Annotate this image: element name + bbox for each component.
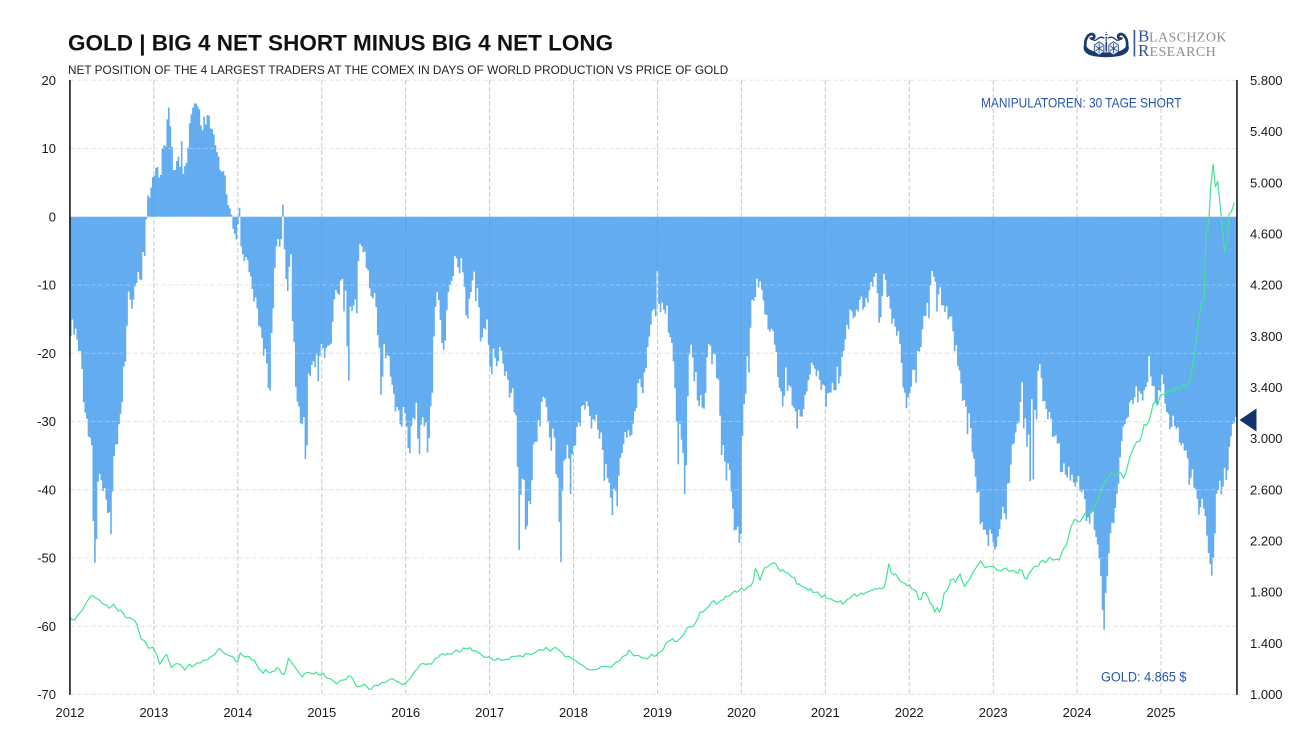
svg-text:2024: 2024: [1063, 705, 1092, 720]
svg-text:10: 10: [42, 141, 56, 156]
svg-text:-30: -30: [37, 414, 56, 429]
svg-text:2017: 2017: [475, 705, 504, 720]
svg-text:3.800: 3.800: [1250, 329, 1283, 344]
svg-text:2020: 2020: [727, 705, 756, 720]
svg-text:2021: 2021: [811, 705, 840, 720]
svg-text:2.200: 2.200: [1250, 534, 1283, 549]
svg-text:3.400: 3.400: [1250, 380, 1283, 395]
svg-text:2022: 2022: [895, 705, 924, 720]
svg-text:ESEARCH: ESEARCH: [1150, 45, 1217, 60]
svg-text:2016: 2016: [391, 705, 420, 720]
svg-text:GOLD | BIG 4 NET SHORT MINUS B: GOLD | BIG 4 NET SHORT MINUS BIG 4 NET L…: [68, 31, 613, 56]
svg-text:20: 20: [42, 73, 56, 88]
svg-text:2019: 2019: [643, 705, 672, 720]
svg-text:GOLD: 4.865 $: GOLD: 4.865 $: [1101, 670, 1187, 685]
svg-text:-10: -10: [37, 278, 56, 293]
svg-text:-60: -60: [37, 619, 56, 634]
svg-text:R: R: [1138, 41, 1150, 60]
svg-text:2015: 2015: [307, 705, 336, 720]
svg-text:2013: 2013: [139, 705, 168, 720]
svg-text:2012: 2012: [56, 705, 85, 720]
svg-text:3.000: 3.000: [1250, 431, 1283, 446]
svg-text:0: 0: [49, 209, 56, 224]
svg-text:1.400: 1.400: [1250, 636, 1283, 651]
svg-text:-50: -50: [37, 551, 56, 566]
svg-text:2018: 2018: [559, 705, 588, 720]
svg-text:B: B: [1138, 27, 1149, 46]
svg-text:1.800: 1.800: [1250, 585, 1283, 600]
svg-text:-20: -20: [37, 346, 56, 361]
svg-text:2.600: 2.600: [1250, 482, 1283, 497]
svg-text:NET POSITION OF THE 4 LARGEST: NET POSITION OF THE 4 LARGEST TRADERS AT…: [68, 63, 728, 77]
svg-text:2025: 2025: [1147, 705, 1176, 720]
svg-text:-70: -70: [37, 687, 56, 702]
svg-text:4.200: 4.200: [1250, 278, 1283, 293]
svg-text:1.000: 1.000: [1250, 687, 1283, 702]
svg-text:LASCHZOK: LASCHZOK: [1149, 31, 1227, 46]
svg-text:2023: 2023: [979, 705, 1008, 720]
svg-text:5.000: 5.000: [1250, 175, 1283, 190]
svg-text:-40: -40: [37, 482, 56, 497]
svg-text:MANIPULATOREN: 30 TAGE SHORT: MANIPULATOREN: 30 TAGE SHORT: [981, 95, 1182, 111]
svg-text:4.600: 4.600: [1250, 227, 1283, 242]
svg-text:2014: 2014: [223, 705, 252, 720]
svg-text:5.800: 5.800: [1250, 73, 1283, 88]
svg-text:5.400: 5.400: [1250, 124, 1283, 139]
